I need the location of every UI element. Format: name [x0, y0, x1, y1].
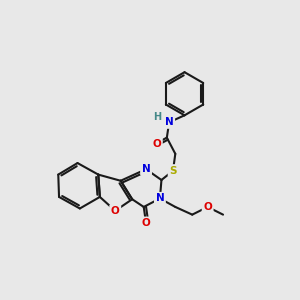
Text: N: N: [155, 194, 164, 203]
Text: O: O: [203, 202, 212, 212]
Text: O: O: [142, 218, 150, 228]
Text: N: N: [165, 117, 173, 127]
Text: S: S: [169, 166, 177, 176]
Text: O: O: [152, 139, 161, 149]
Text: N: N: [142, 164, 150, 174]
Text: H: H: [154, 112, 162, 122]
Text: O: O: [111, 206, 120, 216]
